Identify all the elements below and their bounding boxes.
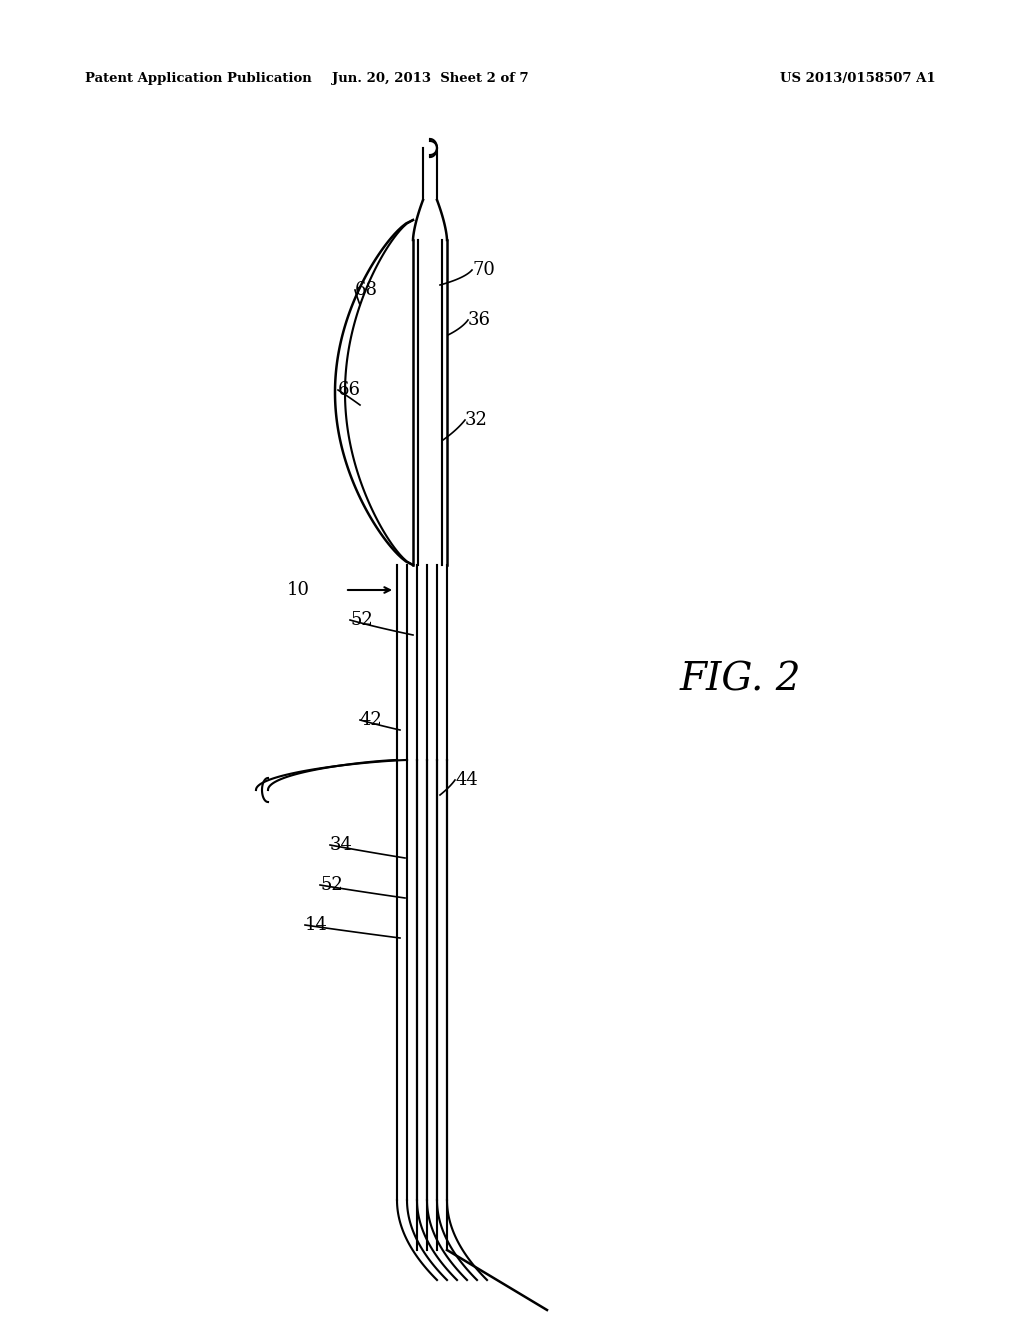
Text: Jun. 20, 2013  Sheet 2 of 7: Jun. 20, 2013 Sheet 2 of 7 (332, 73, 528, 84)
Text: 14: 14 (305, 916, 328, 935)
Text: 66: 66 (338, 381, 361, 399)
Text: 36: 36 (468, 312, 490, 329)
Text: 32: 32 (465, 411, 487, 429)
Text: 34: 34 (330, 836, 353, 854)
Text: 10: 10 (287, 581, 310, 599)
Text: 70: 70 (472, 261, 495, 279)
Text: 44: 44 (455, 771, 478, 789)
Text: 52: 52 (319, 876, 343, 894)
Text: US 2013/0158507 A1: US 2013/0158507 A1 (780, 73, 936, 84)
Text: 68: 68 (355, 281, 378, 300)
Text: 42: 42 (360, 711, 383, 729)
Text: FIG. 2: FIG. 2 (680, 661, 802, 698)
Text: Patent Application Publication: Patent Application Publication (85, 73, 311, 84)
Text: 52: 52 (350, 611, 373, 630)
